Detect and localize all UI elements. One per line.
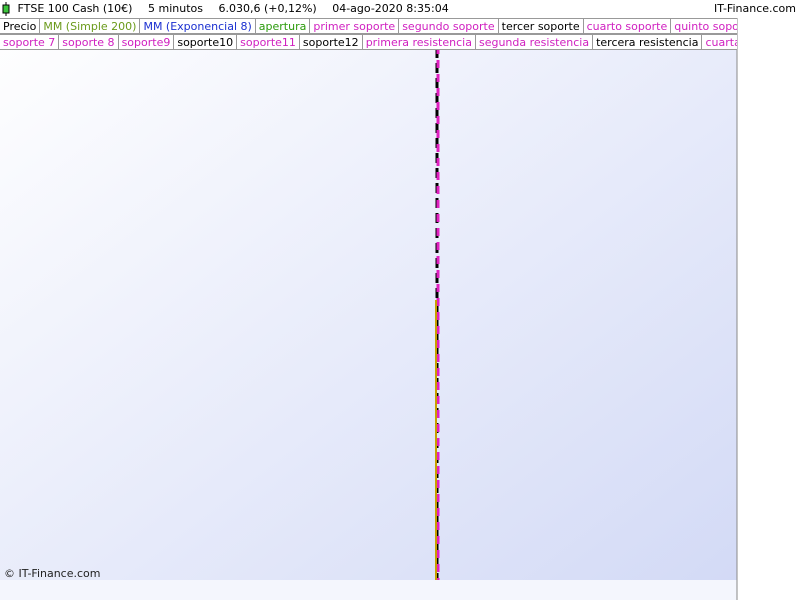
legend-entry: soporte 8 — [59, 34, 119, 50]
legend-entry: segundo soporte — [399, 18, 499, 34]
legend-entry: tercer soporte — [498, 18, 584, 34]
icon — [2, 2, 10, 16]
legend-entry: Precio — [0, 18, 41, 34]
legend-entry: soporte10 — [174, 34, 238, 50]
legend-entry: soporte12 — [299, 34, 363, 50]
legend-entry: primera resistencia — [362, 34, 476, 50]
legend-entry: apertura — [255, 18, 311, 34]
legend-entry: soporte11 — [237, 34, 300, 50]
legend-entry: cuarto soporte — [583, 18, 672, 34]
legend-entry: MM (Exponencial 8) — [140, 18, 256, 34]
legend-entry: cuarta resistencia — [702, 34, 737, 50]
timestamp: 04-ago-2020 8:35:04 — [332, 2, 449, 15]
legend-entry: soporte9 — [118, 34, 175, 50]
legend-entry: tercera resistencia — [593, 34, 703, 50]
legend-entry: soporte 7 — [0, 34, 60, 50]
interval: 5 minutos — [147, 2, 203, 15]
legend-entry: primer soporte — [310, 18, 400, 34]
axis-panel — [737, 18, 800, 600]
x-axis-panel — [0, 580, 737, 600]
instrument: FTSE 100 Cash (10€) — [17, 2, 133, 15]
header: FTSE 100 Cash (10€) 5 minutos 6.030,6 (+… — [0, 0, 800, 18]
legend-entry: quinto soporte — [671, 18, 737, 34]
quote: 6.030,6 (+0,12%) — [218, 2, 317, 15]
legend-entry: segunda resistencia — [475, 34, 594, 50]
footer: © IT-Finance.com — [4, 567, 101, 580]
legend: soporte 7 soporte 8 soporte9 soporte10 sopor… — [0, 34, 737, 50]
plot-area — [0, 18, 737, 580]
legend: Precio MM (Simple 200) MM (Exponencial 8) a… — [0, 18, 737, 34]
site-name: IT-Finance.com — [714, 2, 796, 15]
legend-entry: MM (Simple 200) — [40, 18, 141, 34]
